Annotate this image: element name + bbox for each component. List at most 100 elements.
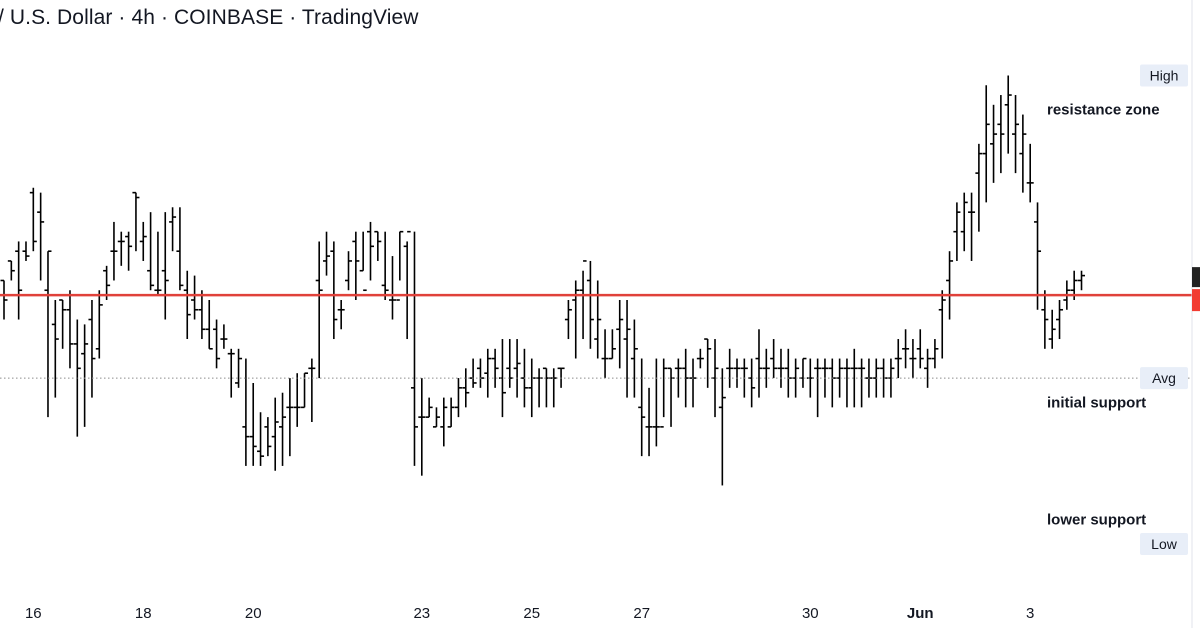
ohlc-bar (909, 339, 917, 379)
ohlc-bar (432, 407, 440, 428)
ohlc-bar (440, 397, 448, 447)
x-tick-label: Jun (907, 605, 934, 622)
ohlc-bar (1019, 114, 1027, 193)
ohlc-bar (132, 191, 140, 252)
x-tick-label: 23 (413, 605, 430, 622)
ohlc-bar (1004, 75, 1012, 154)
ohlc-bar (381, 231, 389, 300)
ohlc-bar (59, 299, 67, 349)
ohlc-bar (66, 290, 74, 369)
x-tick-label: 20 (245, 605, 262, 622)
ohlc-bar (484, 348, 492, 398)
ohlc-bar (953, 202, 961, 261)
ohlc-bar (7, 260, 15, 281)
ohlc-bar (235, 348, 243, 388)
ohlc-bar (1026, 143, 1034, 203)
ohlc-bar (220, 324, 228, 349)
ohlc-bar (264, 417, 272, 457)
ohlc-bar (176, 207, 184, 291)
ohlc-bar (1078, 270, 1086, 291)
ohlc-bar (249, 382, 257, 466)
ohlc-bar (1034, 202, 1042, 310)
ohlc-bar (183, 270, 191, 340)
annotation-label: initial support (1047, 394, 1146, 411)
ohlc-bar (594, 280, 602, 359)
ohlc-bar (337, 300, 345, 330)
ohlc-bar (704, 338, 712, 388)
ohlc-bar (301, 372, 309, 409)
price-marker (1192, 267, 1200, 312)
ohlc-bar (110, 221, 118, 281)
ohlc-bar (139, 221, 147, 261)
ohlc-bar (367, 221, 374, 281)
ohlc-bar (227, 348, 235, 398)
ohlc-bar (902, 329, 910, 369)
ohlc-bar (770, 339, 778, 379)
ohlc-bar (799, 357, 807, 388)
ohlc-bar (843, 358, 851, 408)
x-tick-label: 30 (802, 605, 819, 622)
ohlc-bar (616, 300, 624, 369)
price-marker-red (1192, 289, 1200, 312)
ohlc-bar (22, 241, 30, 261)
ohlc-bar (784, 348, 792, 398)
annotation-label: lower support (1047, 512, 1146, 529)
svg-text:Low: Low (1151, 536, 1178, 552)
ohlc-bar (660, 358, 668, 428)
ohlc-bar (161, 212, 169, 320)
ohlc-bar (528, 358, 536, 418)
ohlc-bar (51, 300, 59, 398)
ohlc-bar (345, 251, 353, 291)
ohlc-bar (858, 358, 866, 408)
ohlc-bar (924, 348, 932, 388)
ohlc-bar (0, 279, 8, 320)
ohlc-bar (454, 378, 462, 418)
ohlc-bar (623, 300, 631, 398)
level-lines (0, 293, 1192, 379)
ohlc-bar (1048, 309, 1056, 349)
ohlc-bar (95, 290, 103, 359)
ohlc-bar (601, 329, 609, 379)
ohlc-bar (491, 348, 499, 388)
ohlc-bar (1012, 95, 1020, 174)
x-axis: 16 18 20 23 25 27 30 Jun 3 (25, 0, 1193, 628)
ohlc-bar (125, 231, 133, 271)
ohlc-bar (323, 231, 331, 276)
ohlc-bar (535, 368, 543, 408)
price-tag-avg: Avg (1140, 367, 1188, 390)
x-tick-label: 16 (25, 605, 42, 622)
ohlc-bar (938, 290, 946, 359)
ohlc-bar (293, 373, 301, 427)
ohlc-bar (117, 231, 125, 266)
ohlc-bar (718, 368, 726, 486)
ohlc-bar (894, 339, 902, 379)
x-tick-label: 18 (135, 605, 152, 622)
ohlc-bar (542, 367, 550, 408)
ohlc-bar (630, 319, 638, 398)
ohlc-bar (946, 251, 954, 320)
ohlc-bar (257, 412, 265, 466)
ohlc-bar (359, 231, 367, 292)
ohlc-bar (550, 368, 558, 408)
ohlc-bar (29, 187, 37, 252)
chart-title: / U.S. Dollar · 4h · COINBASE · TradingV… (0, 6, 419, 29)
ohlc-bar (88, 300, 96, 398)
svg-text:Avg: Avg (1152, 370, 1176, 386)
ohlc-bar (37, 192, 45, 281)
ohlc-bar (44, 250, 52, 418)
ohlc-bar (425, 397, 433, 418)
x-tick-label: 3 (1026, 605, 1034, 622)
ohlc-bar (960, 192, 968, 252)
ohlc-bar (814, 358, 822, 418)
ohlc-bar (645, 387, 653, 457)
ohlc-bar (931, 339, 939, 369)
ohlc-bar (916, 329, 924, 369)
ohlc-bar (286, 378, 294, 457)
ohlc-bar (242, 358, 250, 466)
ohlc-bar (828, 358, 836, 408)
price-tag-high: High (1140, 64, 1188, 87)
ohlc-bar (198, 290, 206, 340)
ohlc-bar (1041, 290, 1049, 349)
ohlc-bar (403, 230, 411, 340)
